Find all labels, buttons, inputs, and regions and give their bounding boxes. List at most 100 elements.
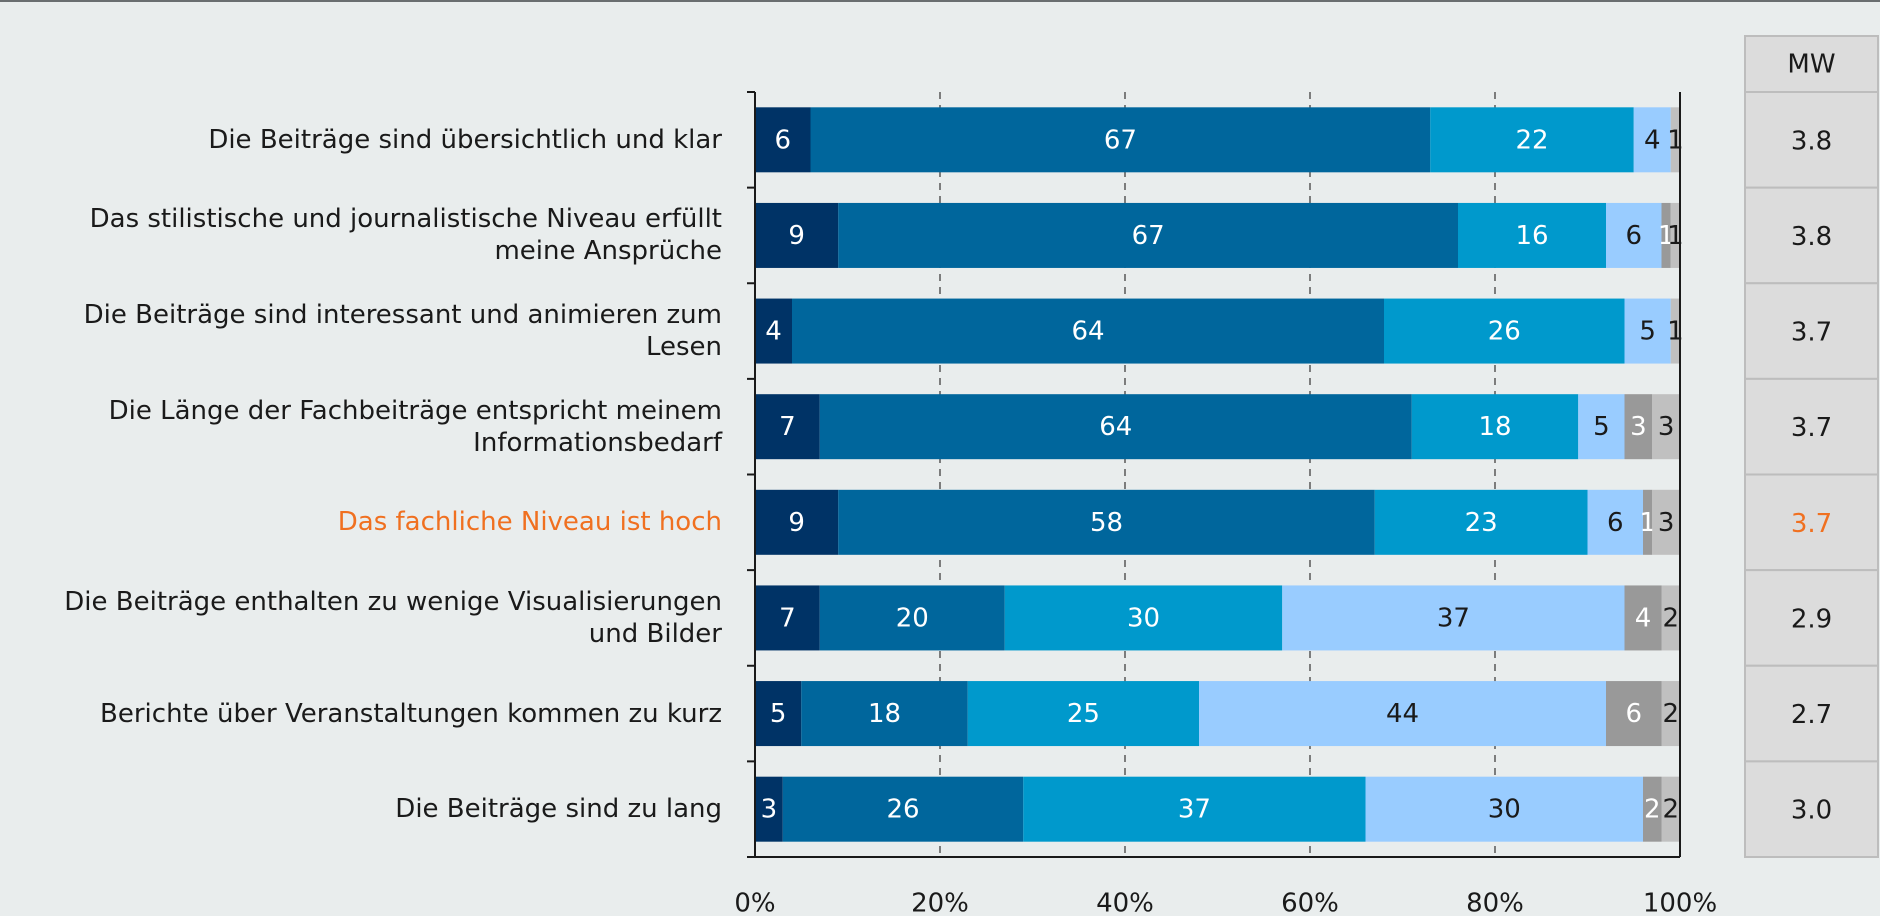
category-label: Die Beiträge sind übersichtlich und klar [208,124,722,155]
data-label: 6 [1625,221,1642,251]
data-label: 20 [896,603,929,633]
bar-segment [1661,202,1671,268]
bar-segment [755,298,792,364]
data-label: 30 [1488,795,1521,825]
table-value: 3.7 [1791,509,1832,539]
data-label: 26 [1488,317,1521,347]
data-label: 1 [1658,221,1675,251]
x-tick-label: 60% [1281,889,1339,916]
bar-segment [1374,489,1588,555]
bar-segment [755,585,820,651]
data-label: 9 [788,508,805,538]
bar-segment [792,298,1384,364]
category-label: Die Beiträge sind interessant und animie… [83,300,722,363]
bar-segment [1643,489,1653,555]
data-label: 4 [1635,603,1652,633]
data-label: 4 [1644,125,1661,155]
data-label: 1 [1667,317,1684,347]
table-cell [1744,760,1879,858]
data-label: 44 [1386,699,1419,729]
bar-segment [1661,681,1680,747]
bar-segment [1624,298,1671,364]
bar-segment [1199,681,1606,747]
bar-segment [1430,107,1634,173]
bar-segment [838,489,1375,555]
x-tick-label: 20% [911,889,969,916]
data-label: 30 [1127,603,1160,633]
bar-segment [1606,202,1662,268]
data-label: 6 [1625,699,1642,729]
bar-segment [801,681,968,747]
bar-segment [782,776,1024,842]
category-label: Das fachliche Niveau ist hoch [337,507,722,538]
data-label: 3 [1630,412,1647,442]
data-label: 16 [1515,221,1548,251]
data-label: 67 [1132,221,1165,251]
data-label: 2 [1662,699,1679,729]
data-label: 7 [779,412,796,442]
data-label: 2 [1662,603,1679,633]
table-value: 2.9 [1791,604,1832,634]
bar-segment [1670,298,1680,364]
bar-segment [755,776,783,842]
bar-segment [810,107,1431,173]
table-value: 2.7 [1791,700,1832,730]
table-cell [1744,282,1879,380]
data-label: 2 [1644,795,1661,825]
bar-segment [755,107,811,173]
x-tick-label: 0% [734,889,775,916]
table-cell [1744,569,1879,667]
x-tick-label: 100% [1643,889,1717,916]
data-label: 1 [1667,125,1684,155]
data-label: 18 [1478,412,1511,442]
bar-segment [819,394,1412,460]
category-label: Das stilistische und journalistische Niv… [89,204,722,267]
bar-segment [1661,776,1680,842]
bar-segment [755,681,802,747]
bar-segment [1365,776,1643,842]
data-label: 5 [770,699,787,729]
x-tick-label: 80% [1466,889,1524,916]
data-label: 37 [1178,795,1211,825]
data-label: 7 [779,603,796,633]
data-label: 5 [1639,317,1656,347]
bar-segment [1458,202,1606,268]
table-value: 3.8 [1791,126,1832,156]
table-cell [1744,473,1879,572]
bar-segment [1670,202,1680,268]
data-label: 64 [1099,412,1132,442]
data-label: 6 [1607,508,1624,538]
data-label: 1 [1667,221,1684,251]
data-label: 2 [1662,795,1679,825]
data-label: 25 [1067,699,1100,729]
data-label: 5 [1593,412,1610,442]
bar-segment [1624,585,1662,651]
x-tick-label: 40% [1096,889,1154,916]
bar-segment [1384,298,1625,364]
bar-segment [1411,394,1579,460]
bar-segment [755,394,820,460]
bar-segment [967,681,1199,747]
data-label: 3 [761,795,778,825]
table-header: MW [1787,50,1835,80]
table-value: 3.7 [1791,318,1832,348]
bar-segment [1652,489,1680,555]
bar-segment [1282,585,1625,651]
bar-segment [1643,776,1662,842]
data-label: 64 [1071,317,1104,347]
data-label: 3 [1658,412,1675,442]
bar-segment [1606,681,1662,747]
bar-segment [755,489,839,555]
data-label: 26 [886,795,919,825]
bar-segment [1670,107,1680,173]
category-label: Berichte über Veranstaltungen kommen zu … [100,698,722,729]
category-label: Die Beiträge sind zu lang [395,794,722,825]
category-label: Die Länge der Fachbeiträge entspricht me… [108,395,722,458]
data-label: 1 [1639,508,1656,538]
bar-segment [1624,394,1653,460]
data-label: 3 [1658,508,1675,538]
bar-segment [1587,489,1643,555]
bar-segment [819,585,1005,651]
table-value: 3.0 [1791,796,1832,826]
